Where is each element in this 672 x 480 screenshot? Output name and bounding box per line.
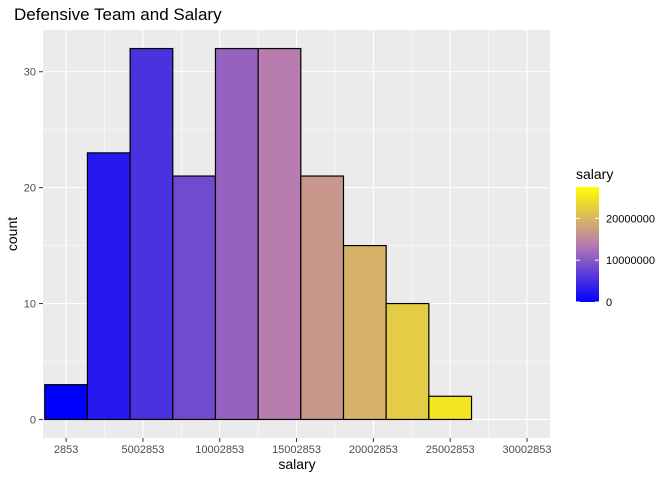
x-axis-title: salary xyxy=(278,456,315,472)
legend: salary 0 10000000 20000000 xyxy=(576,166,655,309)
legend-ticks: 0 10000000 20000000 xyxy=(576,213,655,309)
x-tick-label: 10002853 xyxy=(195,444,244,456)
y-tick-label: 30 xyxy=(24,67,36,79)
x-tick-label: 20002853 xyxy=(349,444,398,456)
y-tick-label: 10 xyxy=(24,299,36,311)
histogram-bar xyxy=(172,175,217,421)
histogram-bar xyxy=(129,47,174,421)
y-axis: 0 10 20 30 xyxy=(24,67,43,426)
x-tick-label: 15002853 xyxy=(272,444,321,456)
x-tick-label: 30002853 xyxy=(503,444,552,456)
legend-colorbar xyxy=(576,187,599,302)
y-tick-label: 0 xyxy=(30,414,36,426)
histogram-bar xyxy=(342,244,387,421)
legend-label: 20000000 xyxy=(606,213,655,225)
histogram-bar xyxy=(300,175,345,421)
x-tick-label: 25002853 xyxy=(426,444,475,456)
histogram-bar xyxy=(385,302,430,421)
y-tick-label: 20 xyxy=(24,183,36,195)
legend-title: salary xyxy=(576,166,613,182)
histogram-bar xyxy=(44,384,89,421)
x-tick-label: 5002853 xyxy=(121,444,164,456)
histogram-bar xyxy=(86,152,131,421)
histogram-bar xyxy=(214,47,259,421)
chart-title: Defensive Team and Salary xyxy=(14,5,222,24)
x-tick-label: 2853 xyxy=(54,444,78,456)
y-axis-title: count xyxy=(4,217,20,251)
histogram-bar xyxy=(257,47,302,421)
legend-label: 10000000 xyxy=(606,255,655,267)
bars xyxy=(44,47,473,421)
legend-label: 0 xyxy=(606,297,612,309)
x-axis: 2853 5002853 10002853 15002853 20002853 25002… xyxy=(54,438,552,456)
histogram-bar xyxy=(428,395,473,421)
